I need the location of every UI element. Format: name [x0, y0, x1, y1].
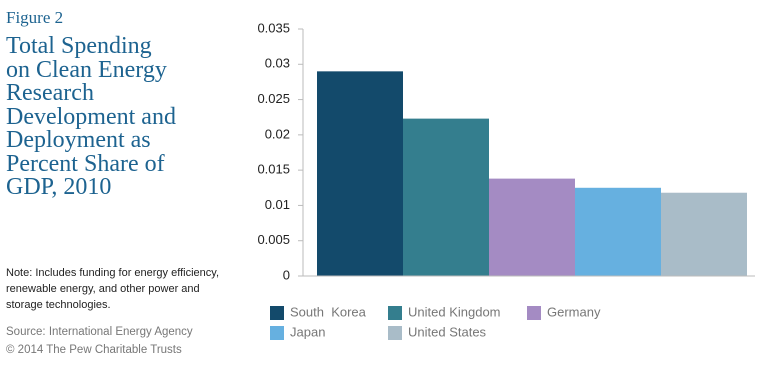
y-tick-label: 0.03	[265, 56, 290, 71]
legend-swatch	[270, 306, 284, 320]
bar	[317, 71, 403, 276]
legend-label: United Kingdom	[408, 304, 501, 319]
title-line: Percent Share of	[6, 150, 165, 177]
y-tick-label: 0	[283, 267, 290, 282]
y-tick-label: 0.035	[257, 20, 290, 35]
copyright: © 2014 The Pew Charitable Trusts	[6, 344, 182, 356]
title-line: Research	[6, 80, 94, 106]
y-tick-label: 0.01	[265, 197, 290, 212]
title-line: on Clean Energy	[6, 56, 167, 83]
legend-swatch	[527, 306, 541, 320]
note: Note: Includes funding for energy effici…	[6, 267, 219, 311]
legend-label: Germany	[547, 304, 601, 319]
y-tick-label: 0.015	[257, 162, 290, 177]
title-line: Development and	[6, 103, 176, 130]
legend-label: South Korea	[290, 304, 367, 319]
title-line: Total Spending	[6, 33, 152, 59]
title-line: Deployment as	[6, 127, 151, 153]
legend-swatch	[270, 326, 284, 340]
legend-swatch	[388, 306, 402, 320]
legend-swatch	[388, 326, 402, 340]
source: Source: International Energy Agency	[6, 326, 193, 338]
bar	[489, 178, 575, 276]
legend-label: United States	[408, 324, 487, 339]
bar	[403, 118, 489, 276]
title-line: GDP, 2010	[6, 174, 112, 200]
bar	[661, 192, 747, 276]
y-tick-label: 0.025	[257, 91, 290, 106]
y-tick-label: 0.02	[265, 126, 290, 141]
bar	[575, 187, 661, 276]
figure-label: Figure 2	[6, 8, 64, 27]
legend-label: Japan	[290, 324, 325, 339]
chart-title: Total Spending on Clean Energy Research Dev…	[6, 33, 176, 200]
y-tick-label: 0.005	[257, 232, 290, 247]
